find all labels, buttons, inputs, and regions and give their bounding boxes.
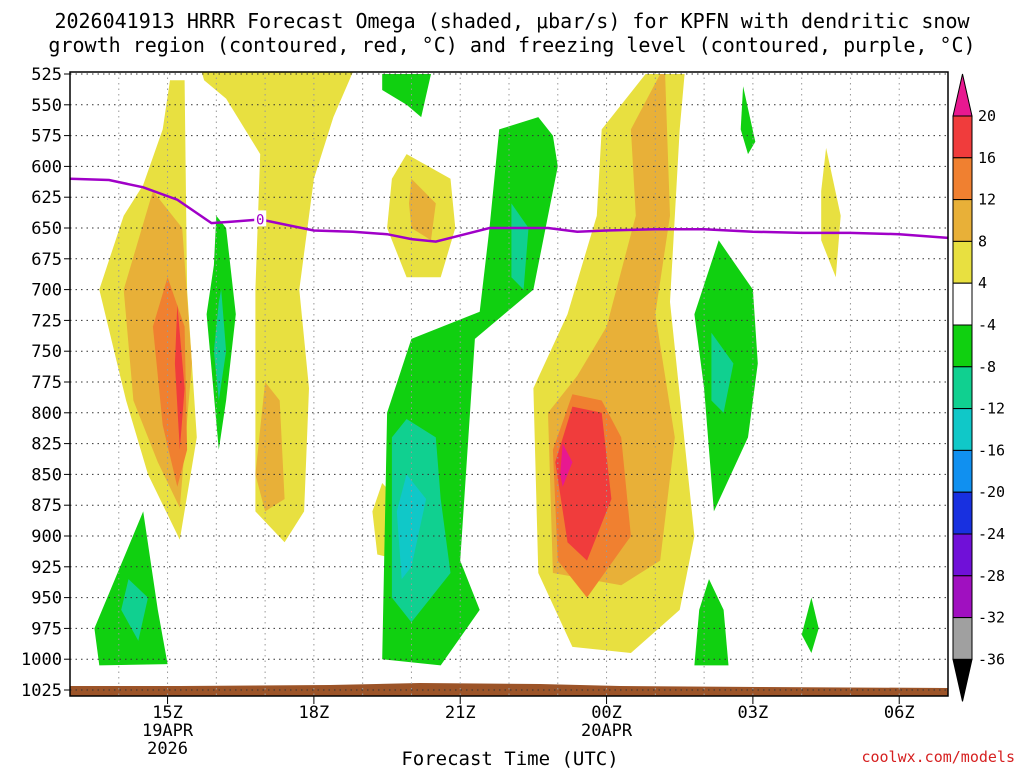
colorbar-band-2 bbox=[952, 199, 973, 242]
colorbar-band-10 bbox=[952, 533, 973, 577]
omega-region-8 bbox=[201, 72, 353, 543]
plot-frame bbox=[69, 71, 949, 697]
x-tick-label-00Z: 00Z bbox=[591, 703, 622, 723]
omega-region-3 bbox=[174, 304, 185, 450]
colorbar-band-6 bbox=[952, 366, 973, 410]
colorbar-band-12 bbox=[952, 617, 973, 660]
omega-region-5 bbox=[121, 579, 148, 641]
y-tick-label-975: 975 bbox=[31, 619, 62, 639]
colorbar-label--12: -12 bbox=[978, 400, 1005, 418]
colorbar-band-7 bbox=[952, 408, 973, 451]
y-tick-label-1025: 1025 bbox=[21, 681, 62, 701]
y-tick-label-850: 850 bbox=[31, 465, 62, 485]
colorbar-label-4: 4 bbox=[978, 274, 987, 292]
colorbar-label-12: 12 bbox=[978, 191, 996, 209]
y-tick-label-750: 750 bbox=[31, 342, 62, 362]
y-tick-label-825: 825 bbox=[31, 435, 62, 455]
x-axis-label: Forecast Time (UTC) bbox=[401, 748, 618, 768]
y-tick-label-800: 800 bbox=[31, 404, 62, 424]
colorbar-band-11 bbox=[952, 575, 973, 619]
colorbar-band-3 bbox=[952, 240, 973, 284]
colorbar-band-4 bbox=[952, 282, 973, 326]
colorbar-top-arrow bbox=[952, 73, 973, 117]
omega-shaded-regions bbox=[94, 72, 841, 666]
plot-grid bbox=[70, 72, 948, 696]
y-tick-label-950: 950 bbox=[31, 589, 62, 609]
y-tick-label-525: 525 bbox=[31, 65, 62, 85]
omega-region-22 bbox=[560, 443, 573, 487]
y-tick-label-600: 600 bbox=[31, 157, 62, 177]
source-credit: coolwx.com/models bbox=[861, 748, 1015, 766]
omega-region-12 bbox=[409, 178, 436, 241]
y-tick-label-900: 900 bbox=[31, 527, 62, 547]
x-tick-date-00Z: 20APR bbox=[581, 721, 633, 741]
colorbar-label-16: 16 bbox=[978, 149, 996, 167]
y-axis: 525 550 575 600 625 650 675 700 725 750 775 800 825 8… bbox=[21, 65, 70, 701]
y-tick-label-775: 775 bbox=[31, 373, 62, 393]
x-tick-label-21Z: 21Z bbox=[445, 703, 476, 723]
freezing-level-line bbox=[69, 177, 949, 243]
y-tick-label-675: 675 bbox=[31, 250, 62, 270]
freezing-level-label-background bbox=[254, 210, 267, 227]
omega-region-27 bbox=[821, 147, 841, 278]
x-tick-label-15Z: 15Z bbox=[152, 703, 183, 723]
omega-region-10 bbox=[382, 74, 431, 118]
y-tick-label-575: 575 bbox=[31, 127, 62, 147]
colorbar-label--4: -4 bbox=[978, 316, 996, 334]
omega-region-21 bbox=[555, 406, 612, 561]
y-tick-label-925: 925 bbox=[31, 558, 62, 578]
colorbar-band-9 bbox=[952, 491, 973, 535]
colorbar-band-8 bbox=[952, 449, 973, 493]
colorbar-band-1 bbox=[952, 157, 973, 201]
colorbar-band-0 bbox=[952, 115, 973, 159]
x-tick-date-15Z: 19APR bbox=[142, 721, 194, 741]
y-tick-label-550: 550 bbox=[31, 96, 62, 116]
colorbar-label--32: -32 bbox=[978, 609, 1005, 627]
colorbar-label-20: 20 bbox=[978, 107, 996, 125]
colorbar-bottom-arrow bbox=[952, 658, 973, 702]
x-tick-label-03Z: 03Z bbox=[738, 703, 769, 723]
omega-region-15 bbox=[511, 203, 529, 290]
omega-region-26 bbox=[740, 86, 756, 155]
colorbar-label--36: -36 bbox=[978, 650, 1005, 668]
colorbar-band-5 bbox=[952, 324, 973, 368]
chart-title-line-2: growth region (contoured, red, °C) and f… bbox=[48, 33, 975, 57]
y-tick-label-875: 875 bbox=[31, 496, 62, 516]
colorbar-label--20: -20 bbox=[978, 483, 1005, 501]
y-tick-label-650: 650 bbox=[31, 219, 62, 239]
omega-region-9 bbox=[255, 382, 285, 512]
omega-region-28 bbox=[801, 597, 819, 653]
chart-title-line-1: 2026041913 HRRR Forecast Omega (shaded, … bbox=[54, 9, 970, 33]
omega-region-7 bbox=[213, 289, 227, 401]
colorbar-label--28: -28 bbox=[978, 567, 1005, 585]
y-tick-label-725: 725 bbox=[31, 311, 62, 331]
colorbar-label--24: -24 bbox=[978, 525, 1005, 543]
x-tick-label-18Z: 18Z bbox=[299, 703, 330, 723]
omega-region-24 bbox=[711, 332, 734, 413]
omega-region-17 bbox=[396, 474, 427, 580]
freezing-level-label: 0 bbox=[256, 212, 264, 228]
y-tick-label-625: 625 bbox=[31, 188, 62, 208]
colorbar-label--8: -8 bbox=[978, 358, 996, 376]
omega-region-25 bbox=[694, 579, 729, 666]
x-tick-label-06Z: 06Z bbox=[884, 703, 915, 723]
y-tick-label-1000: 1000 bbox=[21, 650, 62, 670]
colorbar-label--16: -16 bbox=[978, 441, 1005, 459]
y-tick-label-700: 700 bbox=[31, 281, 62, 301]
colorbar: 20 16 12 8 4 -4 -8 -12 -16 -20 -24 -28 -32 -36 bbox=[952, 73, 1005, 702]
colorbar-label-8: 8 bbox=[978, 232, 987, 250]
x-tick-year-15Z: 2026 bbox=[147, 739, 188, 759]
